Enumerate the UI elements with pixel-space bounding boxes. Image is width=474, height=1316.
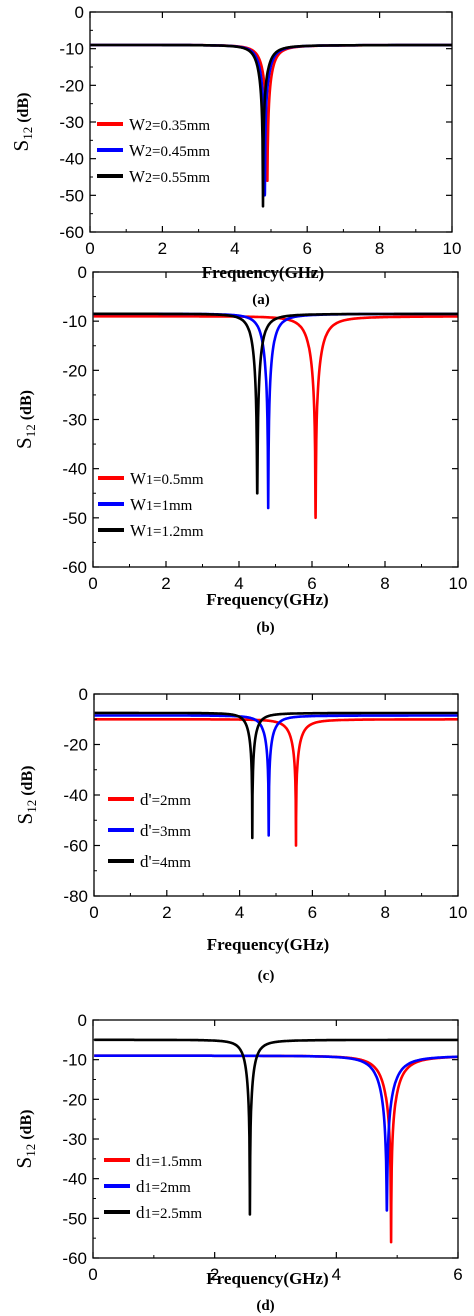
y-tick-label: -10 (62, 312, 87, 331)
series-line-3 (93, 1038, 459, 1216)
x-tick-label: 6 (308, 903, 317, 922)
y-tick-label: -50 (62, 509, 87, 528)
y-tick-label: -50 (62, 1209, 87, 1228)
y-tick-label: -10 (62, 1051, 87, 1070)
legend-label-3: W1=1.2mm (130, 521, 204, 540)
x-tick-label: 2 (158, 239, 167, 258)
y-tick-label: 0 (78, 1011, 87, 1030)
y-tick-label: -60 (59, 223, 84, 242)
y-axis-label: S12 (dB) (12, 390, 38, 449)
y-axis-label: S12 (dB) (13, 766, 39, 825)
y-tick-label: -30 (62, 1130, 87, 1149)
x-tick-label: 8 (380, 574, 389, 593)
series-line-3 (89, 43, 453, 208)
x-axis-label: Frequency(GHz) (206, 590, 328, 609)
x-tick-label: 2 (210, 1265, 219, 1284)
x-tick-label: 10 (449, 574, 468, 593)
y-tick-label: -40 (62, 1170, 87, 1189)
legend-label-3: d1=2.5mm (136, 1203, 202, 1222)
legend-label-1: W2=0.35mm (129, 115, 210, 134)
x-tick-label: 0 (85, 239, 94, 258)
x-tick-label: 8 (375, 239, 384, 258)
series-line-3 (93, 711, 459, 840)
x-tick-label: 4 (332, 1265, 341, 1284)
y-tick-label: -10 (59, 40, 84, 59)
y-tick-label: -40 (62, 460, 87, 479)
legend-label-1: d'=2mm (140, 790, 191, 809)
y-tick-label: -40 (59, 150, 84, 169)
x-axis-label: Frequency(GHz) (207, 935, 329, 954)
legend-label-2: W1=1mm (130, 495, 193, 514)
legend-label-3: W2=0.55mm (129, 167, 210, 186)
y-tick-label: -30 (59, 113, 84, 132)
chart-panel-2: 0 2 4 6 8 10 0 -10 -20 -30 -40 -50 -60 S12 (dB) Freque… (12, 263, 467, 636)
x-tick-label: 0 (89, 903, 98, 922)
y-tick-label: -60 (62, 558, 87, 577)
series-line-2 (93, 714, 459, 837)
x-tick-label: 4 (234, 574, 243, 593)
legend-label-2: W2=0.45mm (129, 141, 210, 160)
panel-caption: (b) (256, 620, 274, 636)
y-tick-label: 0 (78, 263, 87, 282)
chart-panel-4: 0 2 4 6 0 -10 -20 -30 -40 -50 -60 S12 (dB) Frequency… (12, 1011, 463, 1314)
y-axis-label: S12 (dB) (9, 93, 35, 152)
series-line-1 (93, 717, 459, 847)
y-tick-label: -60 (62, 1249, 87, 1268)
y-tick-label: -20 (59, 76, 84, 95)
x-tick-label: 0 (88, 1265, 97, 1284)
legend-label-2: d1=2mm (136, 1177, 191, 1196)
x-tick-label: 0 (88, 574, 97, 593)
x-tick-label: 6 (307, 574, 316, 593)
x-tick-label: 6 (453, 1265, 462, 1284)
legend-label-1: W1=0.5mm (130, 469, 204, 488)
y-tick-label: -50 (59, 186, 84, 205)
chart-panel-3: 0 2 4 6 8 10 0 -20 -40 -60 -80 S12 (dB) Frequency(GH… (13, 685, 467, 984)
y-tick-label: -30 (62, 411, 87, 430)
y-tick-label: -80 (63, 887, 88, 906)
series-line-3 (92, 312, 459, 495)
series-line-2 (93, 1054, 459, 1212)
x-tick-label: 6 (302, 239, 311, 258)
x-tick-label: 10 (449, 903, 468, 922)
panel-caption: (c) (258, 968, 275, 984)
legend-label-3: d'=4mm (140, 852, 191, 871)
y-tick-label: -40 (63, 786, 88, 805)
x-tick-label: 4 (235, 903, 244, 922)
y-axis-label: S12 (dB) (12, 1110, 38, 1169)
x-axis-label: Frequency(GHz) (206, 1269, 328, 1288)
y-tick-label: -20 (62, 1090, 87, 1109)
y-tick-label: -20 (63, 736, 88, 755)
legend-label-2: d'=3mm (140, 821, 191, 840)
y-tick-label: 0 (75, 3, 84, 22)
legend-label-1: d1=1.5mm (136, 1151, 202, 1170)
panel-caption: (d) (256, 1298, 274, 1314)
panel-caption: (a) (252, 292, 270, 308)
x-tick-label: 2 (161, 574, 170, 593)
x-tick-label: 10 (443, 239, 462, 258)
y-tick-label: -20 (62, 361, 87, 380)
x-tick-label: 8 (380, 903, 389, 922)
x-tick-label: 4 (230, 239, 239, 258)
x-tick-label: 2 (162, 903, 171, 922)
y-tick-label: 0 (79, 685, 88, 704)
y-tick-label: -60 (63, 837, 88, 856)
